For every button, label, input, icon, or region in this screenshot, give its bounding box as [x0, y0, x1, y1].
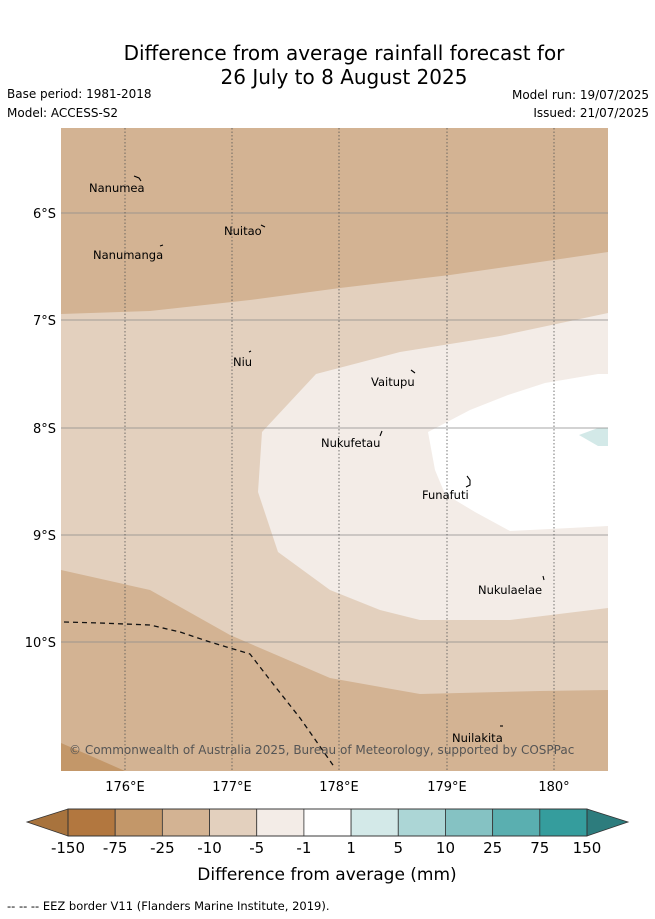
eez-border: [63, 621, 336, 769]
lon-label-178e: 178°E: [319, 780, 359, 795]
colorbar-tick-label: -75: [103, 839, 128, 857]
place-label-nukulaelae: Nukulaelae: [478, 583, 542, 597]
colorbar-cell: [492, 808, 541, 837]
colorbar-cell: [397, 808, 446, 837]
lon-label-176e: 176°E: [105, 780, 145, 795]
colorbar-tick-label: -25: [150, 839, 175, 857]
latitude-labels: 6°S 7°S 8°S 9°S 10°S: [25, 207, 56, 651]
band-minus-75-to-25: [61, 743, 125, 771]
colorbar-cell: [256, 808, 305, 837]
colorbar-cell: [209, 808, 258, 837]
colorbar-cell: [114, 808, 163, 837]
colorbar-cell: [161, 808, 210, 837]
place-label-funafuti: Funafuti: [422, 488, 469, 502]
lat-label-10s: 10°S: [25, 636, 56, 651]
model-run: Model run: 19/07/2025: [511, 88, 649, 102]
map-plot-area: Nanumea Nuitao Nanumanga Niu Vaitupu Nuk…: [61, 128, 608, 771]
colorbar-cells: [67, 808, 588, 837]
place-label-nukufetau: Nukufetau: [321, 436, 380, 450]
colorbar-tick-label: 1: [346, 839, 356, 857]
longitude-gridlines: [124, 128, 555, 771]
model-name: Model: ACCESS-S2: [7, 106, 119, 120]
lon-label-179e: 179°E: [427, 780, 467, 795]
band-1-to-5: [579, 428, 608, 446]
colorbar-cell: [445, 808, 494, 837]
colorbar-cell: [67, 808, 116, 837]
colorbar-tick-label: -10: [197, 839, 222, 857]
colorbar-label: Difference from average (mm): [197, 865, 456, 885]
nanumea-island: [133, 175, 142, 182]
colorbar-cell: [350, 808, 399, 837]
lon-label-177e: 177°E: [212, 780, 252, 795]
colorbar-max-extension: [586, 808, 630, 837]
colorbar-tick-label: 150: [573, 839, 602, 857]
colorbar-cell: [303, 808, 352, 837]
title-line-1: Difference from average rainfall forecas…: [123, 41, 565, 65]
place-label-nuilakita: Nuilakita: [452, 731, 503, 745]
place-labels: Nanumea Nuitao Nanumanga Niu Vaitupu Nuk…: [89, 181, 542, 745]
vaitupu-island: [410, 369, 416, 374]
island-shapes: [133, 175, 545, 727]
band-minus-1-to-1: [428, 374, 608, 531]
colorbar-tick-label: -150: [51, 839, 85, 857]
copyright-credit: © Commonwealth of Australia 2025, Bureau…: [69, 743, 574, 757]
lat-label-7s: 7°S: [33, 314, 56, 329]
latitude-gridlines: [61, 212, 608, 643]
nuitao-island: [260, 224, 266, 228]
colorbar-tick-label: -1: [296, 839, 311, 857]
place-label-nanumea: Nanumea: [89, 181, 145, 195]
rainfall-map: Nanumea Nuitao Nanumanga Niu Vaitupu Nuk…: [25, 128, 630, 885]
nukulaelae-island: [542, 575, 545, 581]
longitude-labels: 176°E 177°E 178°E 179°E 180°: [105, 780, 569, 795]
colorbar-tick-label: 10: [436, 839, 455, 857]
lon-label-180: 180°: [538, 780, 569, 795]
base-period: Base period: 1981-2018: [7, 87, 152, 101]
funafuti-island: [465, 475, 471, 488]
place-label-nuitao: Nuitao: [224, 224, 262, 238]
place-label-nanumanga: Nanumanga: [93, 248, 163, 262]
band-minus-5-to-1: [258, 313, 608, 620]
colorbar-cell: [539, 808, 588, 837]
lat-label-6s: 6°S: [33, 207, 56, 222]
place-label-niu: Niu: [233, 355, 252, 369]
title-line-2: 26 July to 8 August 2025: [220, 65, 468, 89]
colorbar-tick-label: 25: [483, 839, 502, 857]
lat-label-8s: 8°S: [33, 422, 56, 437]
niu-island: [248, 350, 252, 353]
colorbar-tick-labels: -150 -75 -25 -10 -5 -1 1 5 10 25 75 150: [51, 839, 601, 857]
eez-footnote: -- -- -- EEZ border V11 (Flanders Marine…: [7, 899, 330, 913]
place-label-vaitupu: Vaitupu: [371, 375, 415, 389]
colorbar-tick-label: -5: [249, 839, 264, 857]
colorbar-frame: [67, 808, 588, 837]
nukufetau-island: [379, 430, 383, 437]
colorbar: -150 -75 -25 -10 -5 -1 1 5 10 25 75 150 Difference …: [25, 808, 630, 885]
lat-label-9s: 9°S: [33, 529, 56, 544]
colorbar-min-extension: [25, 808, 69, 837]
colorbar-tick-label: 5: [393, 839, 403, 857]
colorbar-tick-label: 75: [530, 839, 549, 857]
issued-date: Issued: 21/07/2025: [533, 106, 649, 120]
nanumanga-island: [159, 244, 164, 247]
